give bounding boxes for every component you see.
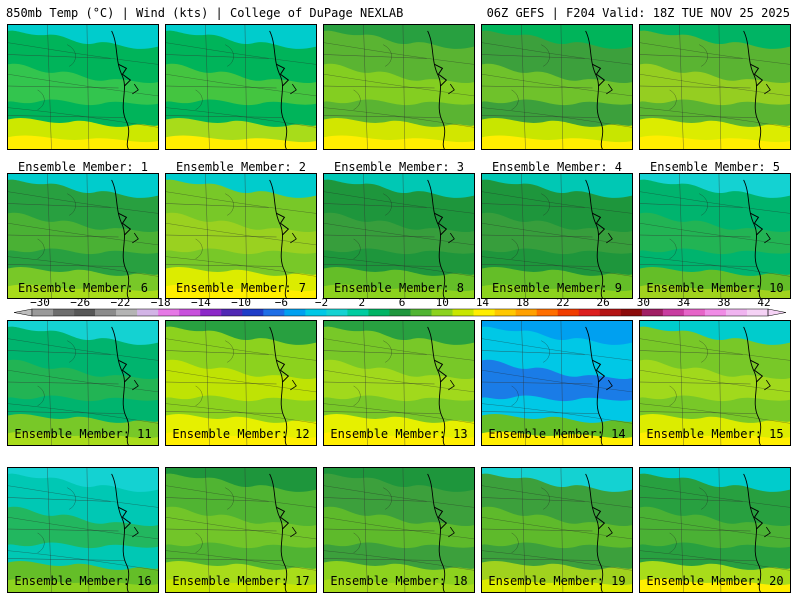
colorbar-segment xyxy=(431,309,453,316)
colorbar-segment xyxy=(578,309,601,316)
ensemble-member-label-15: Ensemble Member: 15 xyxy=(646,427,784,441)
ensemble-member-map-3 xyxy=(323,24,475,150)
ensemble-member-label-3: Ensemble Member: 3 xyxy=(333,160,465,174)
ensemble-member-label-19: Ensemble Member: 19 xyxy=(488,574,626,588)
ensemble-member-label-1: Ensemble Member: 1 xyxy=(17,160,149,174)
colorbar-tick-label: 2 xyxy=(358,296,366,309)
ensemble-member-map-10 xyxy=(639,173,791,299)
ensemble-member-map-12 xyxy=(165,320,317,446)
colorbar-segment xyxy=(53,309,75,316)
colorbar-tick-label: 22 xyxy=(556,296,570,309)
colorbar-segment xyxy=(746,309,769,316)
colorbar-tick-label: 14 xyxy=(475,296,490,309)
colorbar-tick-label: −26 xyxy=(70,296,91,309)
ensemble-member-label-14: Ensemble Member: 14 xyxy=(488,427,626,441)
ensemble-member-label-8: Ensemble Member: 8 xyxy=(333,281,465,295)
ensemble-member-map-13 xyxy=(323,320,475,446)
colorbar-tick-label: −2 xyxy=(314,296,329,309)
colorbar-segment xyxy=(368,309,390,316)
ensemble-member-label-7: Ensemble Member: 7 xyxy=(175,281,307,295)
colorbar-tick-label: 42 xyxy=(757,296,771,309)
colorbar-segment xyxy=(557,309,580,316)
ensemble-member-label-17: Ensemble Member: 17 xyxy=(172,574,310,588)
colorbar-left-arrow xyxy=(13,308,33,317)
colorbar-tick-label: 10 xyxy=(435,296,449,309)
colorbar-segment xyxy=(452,309,474,316)
colorbar-segment xyxy=(536,309,559,316)
ensemble-member-map-1 xyxy=(7,24,159,150)
colorbar-segment xyxy=(389,309,411,316)
ensemble-member-map-2 xyxy=(165,24,317,150)
ensemble-member-label-13: Ensemble Member: 13 xyxy=(330,427,468,441)
ensemble-member-map-16 xyxy=(7,467,159,593)
colorbar-tick-label: 18 xyxy=(516,296,530,309)
colorbar-segment xyxy=(242,309,264,316)
colorbar-segment xyxy=(32,309,54,316)
ensemble-member-map-11 xyxy=(7,320,159,446)
colorbar-segment xyxy=(95,309,117,316)
colorbar-tick-label: −22 xyxy=(110,296,131,309)
colorbar-tick-label: 6 xyxy=(398,296,406,309)
colorbar-tick-label: −6 xyxy=(274,296,288,309)
ensemble-member-map-5 xyxy=(639,24,791,150)
colorbar-tick-label: 34 xyxy=(676,296,691,309)
ensemble-member-label-12: Ensemble Member: 12 xyxy=(172,427,310,441)
colorbar-tick-label: −14 xyxy=(190,296,211,309)
colorbar-tick-label: 26 xyxy=(596,296,610,309)
colorbar-segment xyxy=(116,309,138,316)
ensemble-member-map-4 xyxy=(481,24,633,150)
colorbar-segment xyxy=(683,309,706,316)
ensemble-member-label-16: Ensemble Member: 16 xyxy=(14,574,152,588)
colorbar-segment xyxy=(704,309,727,316)
colorbar-segment xyxy=(137,309,159,316)
colorbar-tick-label: 38 xyxy=(717,296,731,309)
header-title-right: 06Z GEFS | F204 Valid: 18Z TUE NOV 25 20… xyxy=(486,6,790,20)
ensemble-member-label-4: Ensemble Member: 4 xyxy=(491,160,623,174)
ensemble-member-map-6 xyxy=(7,173,159,299)
colorbar-segment xyxy=(347,309,369,316)
colorbar-segment xyxy=(326,309,348,316)
ensemble-member-map-9 xyxy=(481,173,633,299)
colorbar-segment xyxy=(473,309,495,316)
colorbar-segment xyxy=(662,309,685,316)
colorbar-segment xyxy=(74,309,96,316)
colorbar-segment xyxy=(725,309,748,316)
ensemble-member-map-20 xyxy=(639,467,791,593)
ensemble-member-label-20: Ensemble Member: 20 xyxy=(646,574,784,588)
colorbar-segment xyxy=(599,309,622,316)
header-title-left: 850mb Temp (°C) | Wind (kts) | College o… xyxy=(6,6,404,20)
ensemble-member-label-6: Ensemble Member: 6 xyxy=(17,281,149,295)
ensemble-member-map-19 xyxy=(481,467,633,593)
colorbar-segment xyxy=(620,309,643,316)
colorbar-segment xyxy=(284,309,306,316)
ensemble-member-map-7 xyxy=(165,173,317,299)
colorbar-right-arrow xyxy=(767,308,787,317)
ensemble-member-map-17 xyxy=(165,467,317,593)
colorbar-tick-label: −10 xyxy=(231,296,252,309)
ensemble-member-map-15 xyxy=(639,320,791,446)
temperature-colorbar xyxy=(13,308,787,317)
colorbar-segment xyxy=(494,309,516,316)
ensemble-member-map-18 xyxy=(323,467,475,593)
ensemble-member-label-9: Ensemble Member: 9 xyxy=(491,281,623,295)
ensemble-member-map-14 xyxy=(481,320,633,446)
ensemble-member-label-10: Ensemble Member: 10 xyxy=(646,281,784,295)
colorbar-segment xyxy=(410,309,432,316)
ensemble-member-label-5: Ensemble Member: 5 xyxy=(649,160,781,174)
ensemble-member-label-18: Ensemble Member: 18 xyxy=(330,574,468,588)
ensemble-member-label-2: Ensemble Member: 2 xyxy=(175,160,307,174)
colorbar-tick-label: −30 xyxy=(30,296,50,309)
colorbar-segment xyxy=(221,309,243,316)
ensemble-member-label-11: Ensemble Member: 11 xyxy=(14,427,152,441)
colorbar-segment xyxy=(158,309,180,316)
colorbar-segment xyxy=(641,309,664,316)
colorbar-tick-label: −18 xyxy=(150,296,171,309)
ensemble-member-map-8 xyxy=(323,173,475,299)
colorbar-segment xyxy=(200,309,222,316)
colorbar-segment xyxy=(263,309,285,316)
colorbar-segment xyxy=(179,309,201,316)
colorbar-segment xyxy=(515,309,537,316)
colorbar-tick-label: 30 xyxy=(636,296,650,309)
colorbar-segment xyxy=(305,309,327,316)
